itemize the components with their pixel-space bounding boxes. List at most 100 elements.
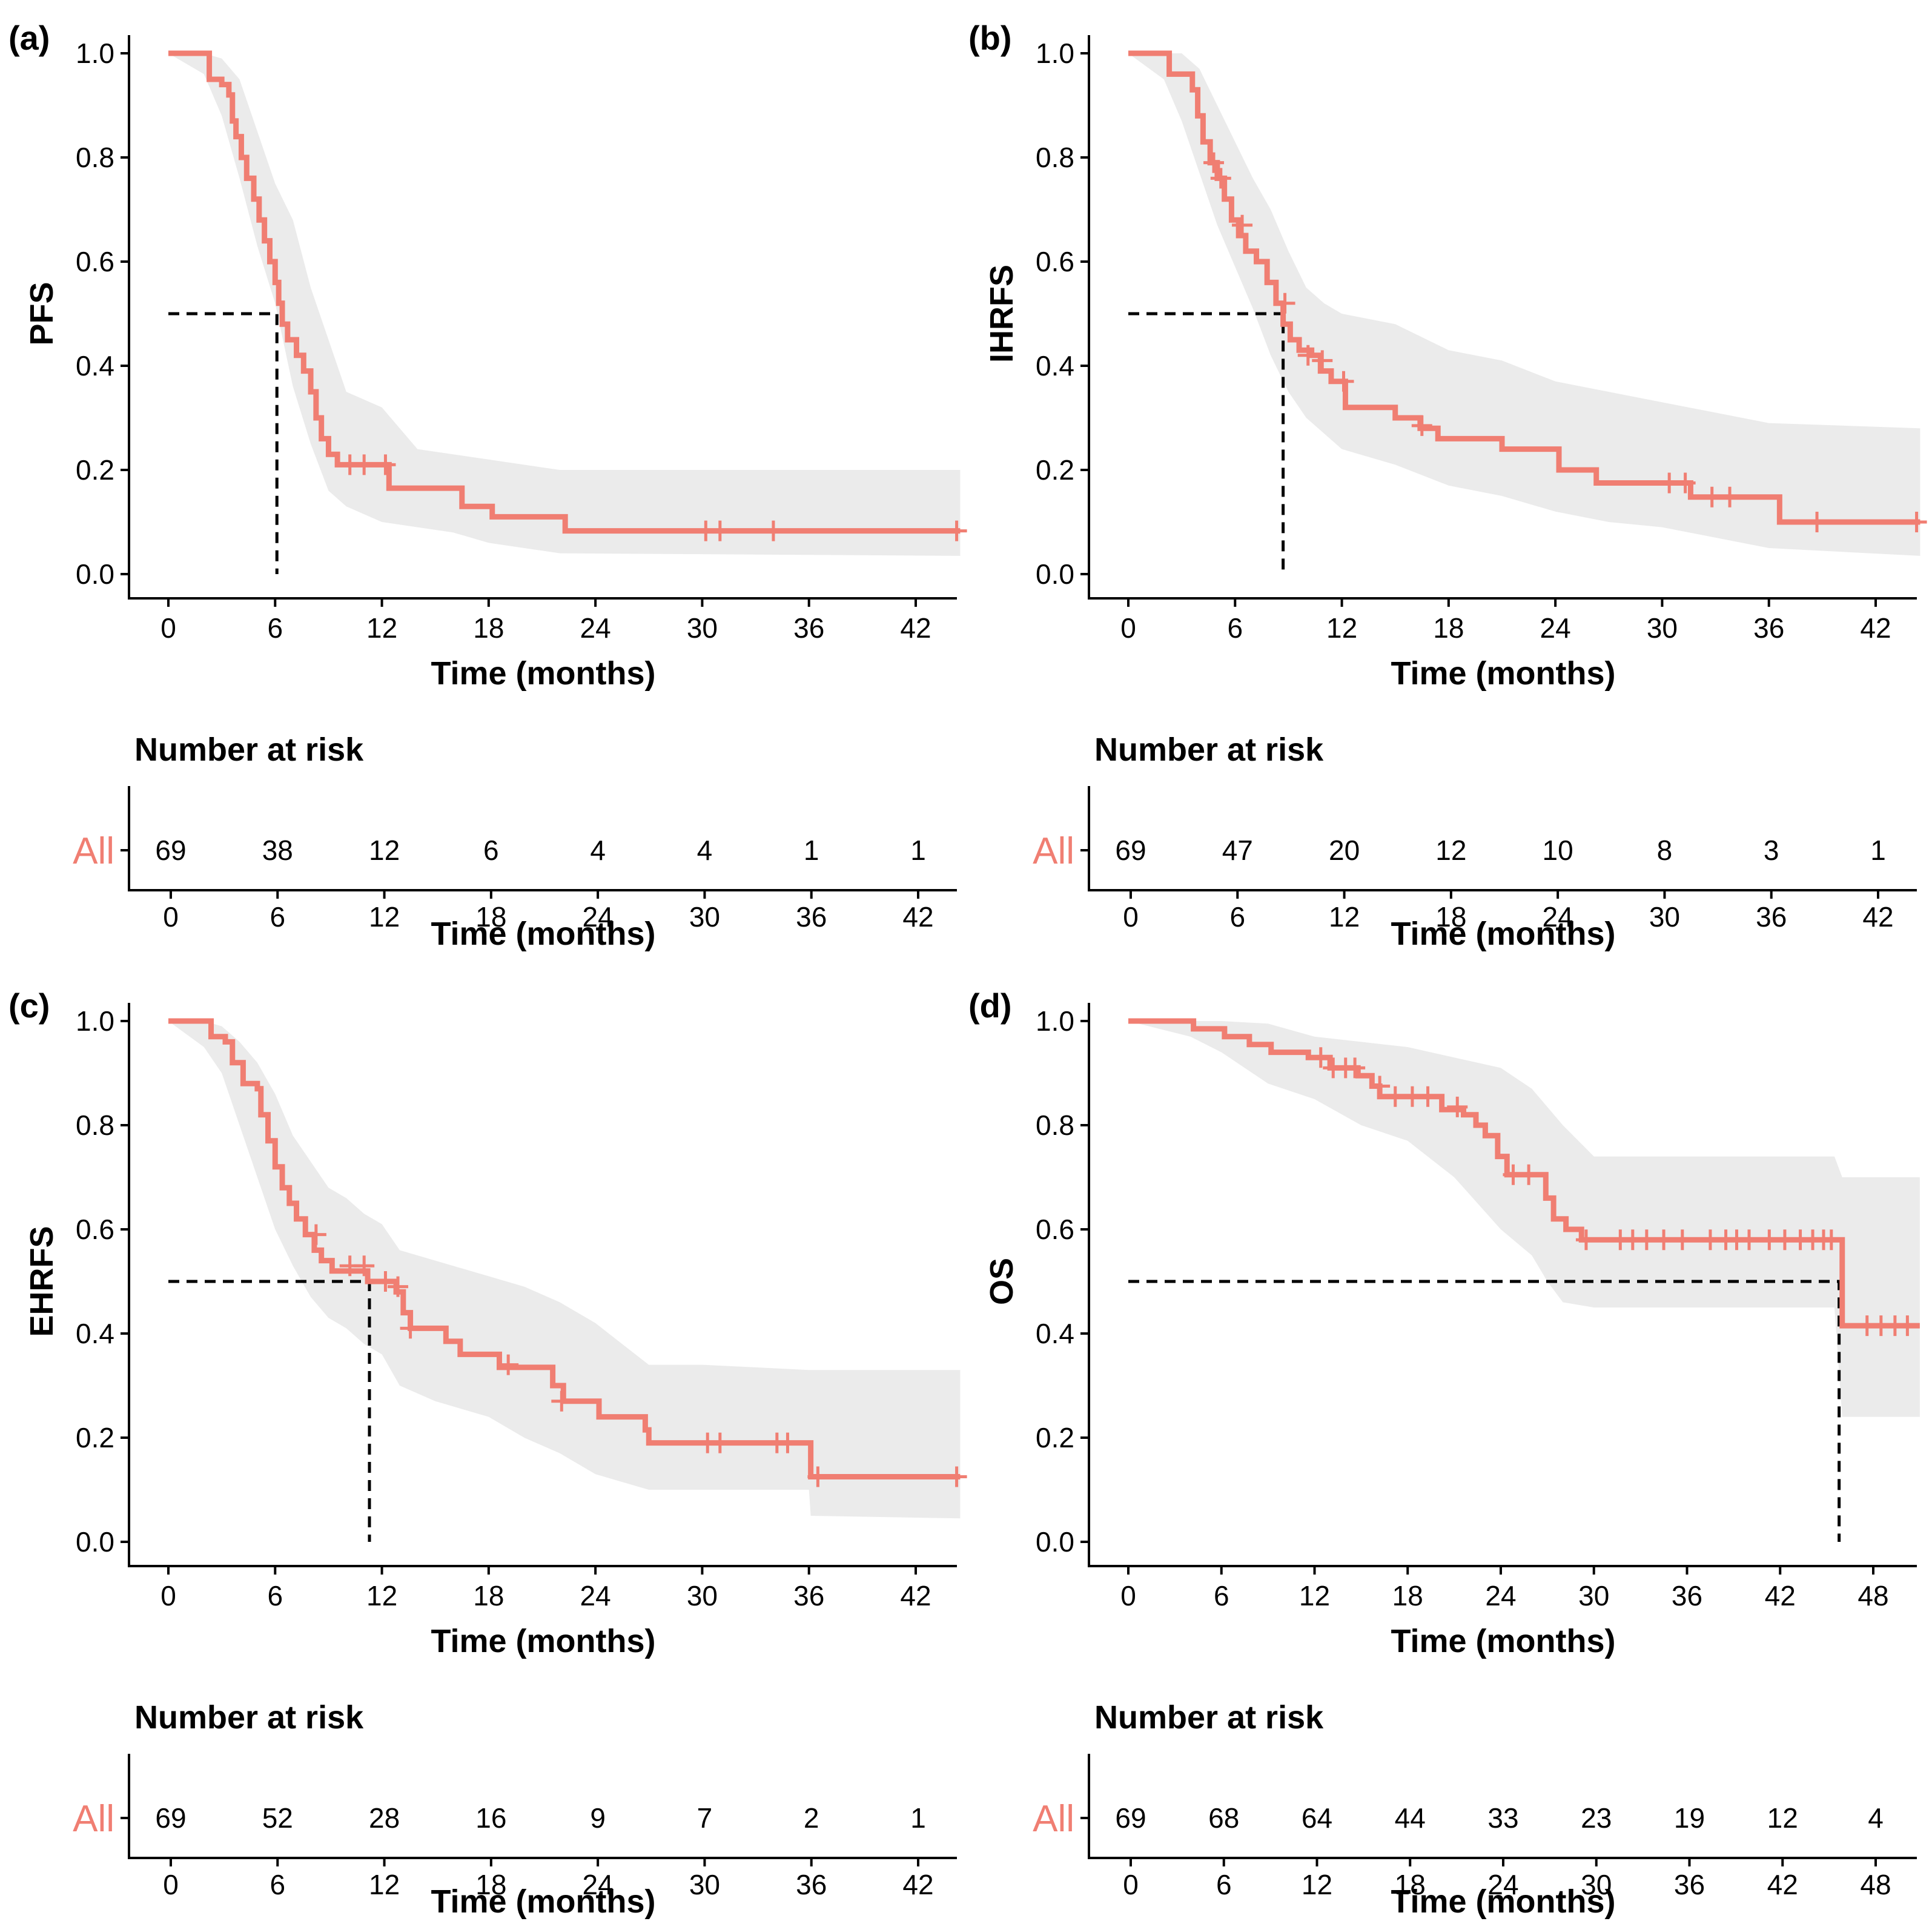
risk-x-tick-label: 18 [475,1869,506,1900]
risk-x-axis-title: Time (months) [431,916,655,952]
risk-count: 69 [1115,835,1146,866]
censor-mark [1575,1229,1596,1251]
panel-label: (c) [8,987,50,1025]
x-tick-label: 12 [1299,1580,1330,1611]
censor-mark [1653,1229,1675,1251]
y-axis-title: EHRFS [24,1226,60,1337]
risk-count: 38 [262,835,293,866]
risk-group-label: All [73,830,114,872]
y-tick-label: 0.2 [76,454,114,486]
risk-x-tick-label: 12 [369,1869,400,1900]
x-tick-label: 30 [1578,1580,1609,1611]
risk-x-axis-title: Time (months) [1391,1883,1615,1920]
y-tick-label: 0.4 [76,350,114,382]
x-tick-label: 36 [1672,1580,1702,1611]
x-tick-label: 6 [267,612,283,644]
x-tick-label: 0 [160,612,176,644]
x-tick-label: 42 [1860,612,1891,644]
panel-label: (d) [968,987,1012,1025]
risk-count: 47 [1222,835,1253,866]
risk-table-title: Number at risk [134,1699,364,1736]
risk-table-title: Number at risk [1094,1699,1324,1736]
y-tick-label: 0.6 [1036,246,1074,277]
risk-count: 44 [1395,1802,1426,1834]
risk-x-tick-label: 36 [1756,901,1787,933]
risk-group-label: All [1033,1798,1074,1840]
risk-x-axis-title: Time (months) [1391,916,1615,952]
y-axis-title: OS [984,1258,1020,1305]
risk-x-tick-label: 0 [1123,901,1139,933]
risk-x-tick-label: 36 [796,901,827,933]
risk-count: 20 [1329,835,1360,866]
risk-count: 3 [1764,835,1779,866]
y-tick-label: 0.8 [76,1109,114,1141]
censor-mark [777,1432,798,1453]
risk-x-tick-label: 24 [1487,1869,1518,1900]
survival-curve [1128,50,1920,525]
x-tick-label: 12 [1326,612,1357,644]
censor-mark [1310,1047,1331,1068]
survival-curve [1128,1018,1920,1329]
risk-x-tick-label: 42 [902,1869,933,1900]
censor-mark [375,1271,396,1292]
risk-x-tick-label: 42 [1862,901,1893,933]
risk-count: 19 [1674,1802,1705,1834]
x-axis-title: Time (months) [1391,1623,1615,1659]
x-tick-label: 18 [473,1580,504,1611]
x-tick-label: 36 [1753,612,1784,644]
risk-count: 12 [1767,1802,1798,1834]
x-tick-label: 0 [1120,1580,1136,1611]
risk-x-tick-label: 6 [1229,901,1245,933]
y-tick-label: 0.4 [1036,1318,1074,1349]
x-tick-label: 6 [1214,1580,1229,1611]
censor-mark [1203,152,1225,173]
censor-mark [498,1354,519,1375]
panel-label: (a) [8,19,50,57]
censor-mark [1518,1164,1540,1185]
risk-x-tick-label: 42 [902,901,933,933]
x-tick-label: 12 [366,612,397,644]
censor-mark [1675,472,1696,494]
censor-mark [354,454,375,475]
censor-mark [388,1276,409,1297]
censor-mark [551,1390,572,1412]
risk-count: 4 [697,835,713,866]
risk-count: 69 [1115,1802,1146,1834]
censor-mark [1719,486,1741,507]
risk-count: 1 [910,835,926,866]
y-axis-title: IHRFS [984,265,1020,363]
risk-count: 12 [369,835,400,866]
x-tick-label: 24 [1485,1580,1516,1611]
risk-group-label: All [73,1798,114,1840]
risk-count: 68 [1208,1802,1239,1834]
x-tick-label: 6 [1227,612,1243,644]
risk-count: 33 [1487,1802,1518,1834]
risk-count: 6 [483,835,499,866]
y-tick-label: 0.0 [1036,558,1074,590]
risk-count: 28 [369,1802,400,1834]
x-tick-label: 36 [793,612,824,644]
risk-count: 4 [590,835,606,866]
censor-mark [1739,1229,1759,1251]
risk-count: 12 [1435,835,1466,866]
censor-mark [1417,1086,1438,1107]
censor-mark [1447,1096,1468,1117]
x-tick-label: 24 [580,1580,611,1611]
censor-mark [1232,214,1253,236]
risk-x-tick-label: 18 [475,901,506,933]
risk-x-tick-label: 0 [1123,1869,1139,1900]
x-tick-label: 48 [1858,1580,1888,1611]
x-tick-label: 24 [580,612,611,644]
censor-mark [354,1255,375,1277]
median-line [1128,1280,1841,1542]
risk-count: 64 [1302,1802,1332,1834]
x-tick-label: 24 [1540,612,1571,644]
risk-count: 69 [155,835,186,866]
confidence-band [168,53,961,556]
risk-count: 1 [1870,835,1886,866]
x-tick-label: 30 [1647,612,1678,644]
risk-x-tick-label: 6 [270,901,285,933]
risk-count: 69 [155,1802,186,1834]
